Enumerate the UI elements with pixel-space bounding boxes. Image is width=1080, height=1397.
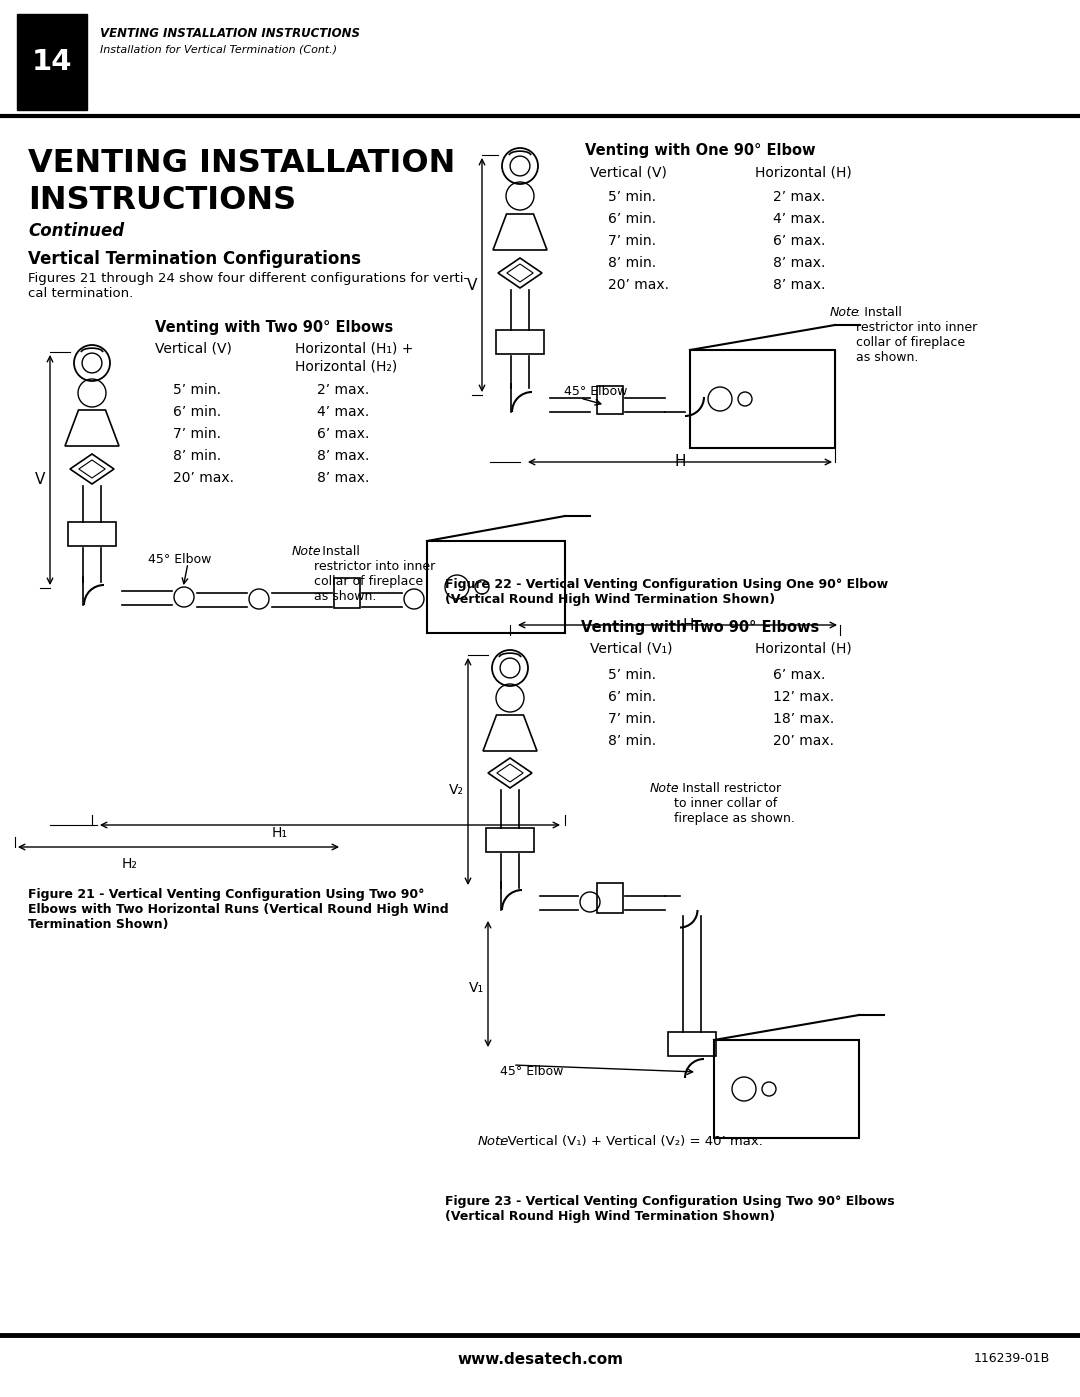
Text: V₂: V₂	[448, 782, 463, 798]
Text: Vertical Termination Configurations: Vertical Termination Configurations	[28, 250, 361, 268]
Text: Note: Note	[478, 1134, 510, 1148]
Text: Horizontal (H₂): Horizontal (H₂)	[295, 360, 397, 374]
Text: 5’ min.: 5’ min.	[608, 668, 656, 682]
Text: 8’ max.: 8’ max.	[773, 256, 825, 270]
Text: Vertical (V₁): Vertical (V₁)	[590, 643, 673, 657]
Text: 45° Elbow: 45° Elbow	[148, 553, 212, 566]
Bar	[427, 541, 565, 633]
Text: 8’ min.: 8’ min.	[608, 256, 657, 270]
Text: : Install
restrictor into inner
collar of fireplace
as shown.: : Install restrictor into inner collar o…	[856, 306, 977, 365]
Text: Figure 22 - Vertical Venting Configuration Using One 90° Elbow
(Vertical Round H: Figure 22 - Vertical Venting Configurati…	[445, 578, 888, 606]
Text: www.desatech.com: www.desatech.com	[457, 1352, 623, 1368]
Text: 6’ max.: 6’ max.	[318, 427, 369, 441]
Text: Figures 21 through 24 show four different configurations for verti-
cal terminat: Figures 21 through 24 show four differen…	[28, 272, 469, 300]
Text: 18’ max.: 18’ max.	[773, 712, 834, 726]
Text: 8’ max.: 8’ max.	[773, 278, 825, 292]
Text: 2’ max.: 2’ max.	[318, 383, 369, 397]
Bar	[690, 351, 835, 448]
Text: Note: Note	[650, 782, 679, 795]
Text: 7’ min.: 7’ min.	[608, 235, 656, 249]
Text: Venting with Two 90° Elbows: Venting with Two 90° Elbows	[156, 320, 393, 335]
Text: 20’ max.: 20’ max.	[608, 278, 669, 292]
Text: Horizontal (H₁) +: Horizontal (H₁) +	[295, 342, 414, 356]
Text: Note: Note	[831, 306, 860, 319]
Text: INSTRUCTIONS: INSTRUCTIONS	[28, 184, 296, 217]
Text: 5’ min.: 5’ min.	[173, 383, 221, 397]
Text: 4’ max.: 4’ max.	[773, 212, 825, 226]
Text: H: H	[674, 454, 686, 469]
Text: 6’ min.: 6’ min.	[608, 212, 657, 226]
Text: 8’ max.: 8’ max.	[318, 448, 369, 462]
Text: : Install restrictor
to inner collar of
fireplace as shown.: : Install restrictor to inner collar of …	[674, 782, 795, 826]
Text: 45° Elbow: 45° Elbow	[500, 1065, 564, 1078]
Text: Horizontal (H): Horizontal (H)	[755, 165, 852, 179]
Text: Note: Note	[292, 545, 322, 557]
Text: Figure 23 - Vertical Venting Configuration Using Two 90° Elbows
(Vertical Round : Figure 23 - Vertical Venting Configurati…	[445, 1194, 894, 1222]
Text: : Vertical (V₁) + Vertical (V₂) = 40’ max.: : Vertical (V₁) + Vertical (V₂) = 40’ ma…	[499, 1134, 762, 1148]
Text: 8’ min.: 8’ min.	[173, 448, 221, 462]
Text: H₂: H₂	[122, 856, 138, 870]
Text: 20’ max.: 20’ max.	[173, 471, 234, 485]
Text: V: V	[467, 278, 477, 292]
Text: H: H	[683, 617, 693, 633]
Text: Figure 21 - Vertical Venting Configuration Using Two 90°
Elbows with Two Horizon: Figure 21 - Vertical Venting Configurati…	[28, 888, 448, 930]
Text: 2’ max.: 2’ max.	[773, 190, 825, 204]
Text: V: V	[35, 472, 45, 488]
Text: V₁: V₁	[469, 981, 484, 995]
Text: 5’ min.: 5’ min.	[608, 190, 656, 204]
Text: 7’ min.: 7’ min.	[608, 712, 656, 726]
Text: Venting with One 90° Elbow: Venting with One 90° Elbow	[584, 142, 815, 158]
Text: Continued: Continued	[28, 222, 124, 240]
Text: 12’ max.: 12’ max.	[773, 690, 834, 704]
Text: VENTING INSTALLATION: VENTING INSTALLATION	[28, 148, 456, 179]
Text: 116239-01B: 116239-01B	[974, 1352, 1050, 1365]
Text: 8’ min.: 8’ min.	[608, 733, 657, 747]
Text: Installation for Vertical Termination (Cont.): Installation for Vertical Termination (C…	[100, 43, 337, 54]
Text: Vertical (V): Vertical (V)	[590, 165, 666, 179]
Text: : Install
restrictor into inner
collar of fireplace
as shown.: : Install restrictor into inner collar o…	[314, 545, 435, 604]
Text: VENTING INSTALLATION INSTRUCTIONS: VENTING INSTALLATION INSTRUCTIONS	[100, 27, 360, 41]
Text: 6’ max.: 6’ max.	[773, 235, 825, 249]
Text: 6’ min.: 6’ min.	[173, 405, 221, 419]
Text: Venting with Two 90° Elbows: Venting with Two 90° Elbows	[581, 620, 819, 636]
Text: Vertical (V): Vertical (V)	[156, 342, 232, 356]
Text: 8’ max.: 8’ max.	[318, 471, 369, 485]
Text: H₁: H₁	[272, 826, 288, 840]
Bar	[714, 1039, 859, 1139]
Text: 6’ max.: 6’ max.	[773, 668, 825, 682]
Text: 14: 14	[31, 47, 72, 75]
Bar	[17, 14, 87, 110]
Text: 20’ max.: 20’ max.	[773, 733, 834, 747]
Text: Horizontal (H): Horizontal (H)	[755, 643, 852, 657]
Text: 7’ min.: 7’ min.	[173, 427, 221, 441]
Text: 6’ min.: 6’ min.	[608, 690, 657, 704]
Text: 4’ max.: 4’ max.	[318, 405, 369, 419]
Text: 45° Elbow: 45° Elbow	[564, 386, 627, 398]
